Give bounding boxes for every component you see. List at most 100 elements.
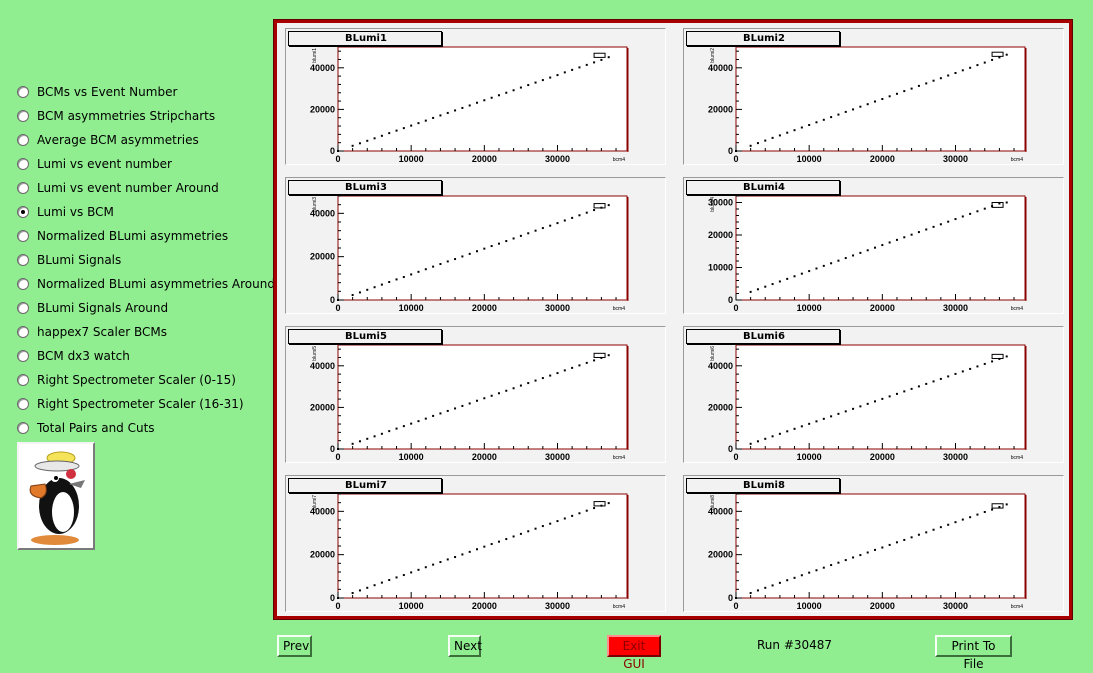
data-point xyxy=(764,139,767,142)
plot-pad-8[interactable]: 0 10000 20000 30000 0 20000 40000 bcm4 blumi8 BLu… xyxy=(683,475,1064,612)
data-point xyxy=(756,440,759,443)
menu-option-1[interactable]: BCM asymmetries Stripcharts xyxy=(16,104,271,128)
plot-pad-7[interactable]: 0 10000 20000 30000 0 20000 40000 bcm4 blumi7 BLu… xyxy=(285,475,666,612)
data-point xyxy=(771,136,774,139)
radio-unchecked-icon[interactable] xyxy=(17,374,29,386)
data-point xyxy=(786,131,789,134)
y-tick-label: 0 xyxy=(728,146,733,156)
menu-option-0[interactable]: BCMs vs Event Number xyxy=(16,80,271,104)
x-tick-label: 0 xyxy=(335,601,340,611)
radio-unchecked-icon[interactable] xyxy=(17,182,29,194)
x-tick-label: 0 xyxy=(335,154,340,164)
data-point xyxy=(998,56,1001,59)
plot-title: BLumi1 xyxy=(288,31,442,46)
data-point xyxy=(998,506,1001,508)
x-axis-label: bcm4 xyxy=(613,455,625,461)
radio-unchecked-icon[interactable] xyxy=(17,398,29,410)
data-point xyxy=(830,262,833,265)
menu-option-6[interactable]: Normalized BLumi asymmetries xyxy=(16,224,271,248)
radio-unchecked-icon[interactable] xyxy=(17,326,29,338)
data-point xyxy=(563,219,566,222)
data-point xyxy=(881,546,884,549)
menu-option-7[interactable]: BLumi Signals xyxy=(16,248,271,272)
exit-gui-button[interactable]: Exit GUI xyxy=(607,635,661,671)
x-tick-label: 30000 xyxy=(943,303,968,313)
print-to-file-button[interactable]: Print To File xyxy=(935,635,1012,671)
data-point xyxy=(749,144,752,147)
data-point xyxy=(954,521,957,524)
y-tick-label: 40000 xyxy=(310,208,335,218)
data-point xyxy=(490,394,493,397)
plot-title: BLumi8 xyxy=(686,478,840,493)
x-tick-label: 20000 xyxy=(472,601,497,611)
menu-option-10[interactable]: happex7 Scaler BCMs xyxy=(16,320,271,344)
histogram-canvas[interactable]: 0 10000 20000 30000 0 20000 40000 bcm4 blumi1 BLu… xyxy=(277,23,1069,616)
y-axis-label: blumi4 xyxy=(710,197,716,212)
data-point xyxy=(380,283,383,286)
menu-option-5[interactable]: Lumi vs BCM xyxy=(16,200,271,224)
data-point xyxy=(881,244,884,247)
radio-unchecked-icon[interactable] xyxy=(17,230,29,242)
data-point xyxy=(439,114,442,117)
radio-unchecked-icon[interactable] xyxy=(17,134,29,146)
data-point xyxy=(490,245,493,248)
data-point xyxy=(578,512,581,515)
next-button[interactable]: Next xyxy=(448,635,482,657)
radio-unchecked-icon[interactable] xyxy=(17,110,29,122)
data-point xyxy=(778,581,781,584)
radio-unchecked-icon[interactable] xyxy=(17,350,29,362)
radio-unchecked-icon[interactable] xyxy=(17,278,29,290)
data-point xyxy=(512,237,515,240)
radio-checked-icon[interactable] xyxy=(17,206,29,218)
radio-unchecked-icon[interactable] xyxy=(17,86,29,98)
plot-pad-6[interactable]: 0 10000 20000 30000 0 20000 40000 bcm4 blumi6 BLu… xyxy=(683,326,1064,463)
menu-option-12[interactable]: Right Spectrometer Scaler (0-15) xyxy=(16,368,271,392)
data-point xyxy=(947,523,950,526)
menu-option-3[interactable]: Lumi vs event number xyxy=(16,152,271,176)
data-point xyxy=(366,139,369,142)
data-point xyxy=(830,415,833,418)
plot-pad-4[interactable]: 0 10000 20000 30000 0 10000 20000 30000 bcm4 blum… xyxy=(683,177,1064,314)
prev-button[interactable]: Prev xyxy=(277,635,312,657)
menu-option-4[interactable]: Lumi vs event number Around xyxy=(16,176,271,200)
x-tick-label: 10000 xyxy=(399,601,424,611)
x-tick-label: 10000 xyxy=(797,303,822,313)
data-point xyxy=(756,142,759,145)
plot-pad-5[interactable]: 0 10000 20000 30000 0 20000 40000 bcm4 blumi5 BLu… xyxy=(285,326,666,463)
data-point xyxy=(476,101,479,104)
box-marker xyxy=(991,353,1004,360)
menu-option-2[interactable]: Average BCM asymmetries xyxy=(16,128,271,152)
x-tick-label: 30000 xyxy=(545,154,570,164)
data-point xyxy=(490,96,493,99)
data-point xyxy=(749,290,752,293)
data-point xyxy=(1005,201,1008,204)
data-point xyxy=(976,210,979,213)
radio-unchecked-icon[interactable] xyxy=(17,254,29,266)
plot-pad-2[interactable]: 0 10000 20000 30000 0 20000 40000 bcm4 blumi2 BLu… xyxy=(683,28,1064,165)
data-point xyxy=(366,288,369,291)
data-point xyxy=(497,392,500,395)
data-point xyxy=(874,246,877,249)
radio-unchecked-icon[interactable] xyxy=(17,422,29,434)
radio-unchecked-icon[interactable] xyxy=(17,302,29,314)
radio-unchecked-icon[interactable] xyxy=(17,158,29,170)
y-tick-label: 20000 xyxy=(708,550,733,560)
menu-option-9[interactable]: BLumi Signals Around xyxy=(16,296,271,320)
menu-option-14[interactable]: Total Pairs and Cuts xyxy=(16,416,271,440)
data-point xyxy=(388,132,391,135)
data-point xyxy=(527,84,530,87)
data-point xyxy=(527,530,530,533)
menu-option-13[interactable]: Right Spectrometer Scaler (16-31) xyxy=(16,392,271,416)
box-marker xyxy=(991,503,1004,509)
data-point xyxy=(417,270,420,273)
menu-option-11[interactable]: BCM dx3 watch xyxy=(16,344,271,368)
data-point xyxy=(468,252,471,255)
x-axis-label: bcm4 xyxy=(613,604,625,610)
plot-pad-1[interactable]: 0 10000 20000 30000 0 20000 40000 bcm4 blumi1 BLu… xyxy=(285,28,666,165)
data-point xyxy=(373,286,376,289)
data-point xyxy=(859,251,862,254)
plot-pad-3[interactable]: 0 10000 20000 30000 0 20000 40000 bcm4 blumi3 BLu… xyxy=(285,177,666,314)
data-point xyxy=(373,137,376,140)
data-point xyxy=(439,412,442,415)
menu-option-8[interactable]: Normalized BLumi asymmetries Around xyxy=(16,272,275,296)
